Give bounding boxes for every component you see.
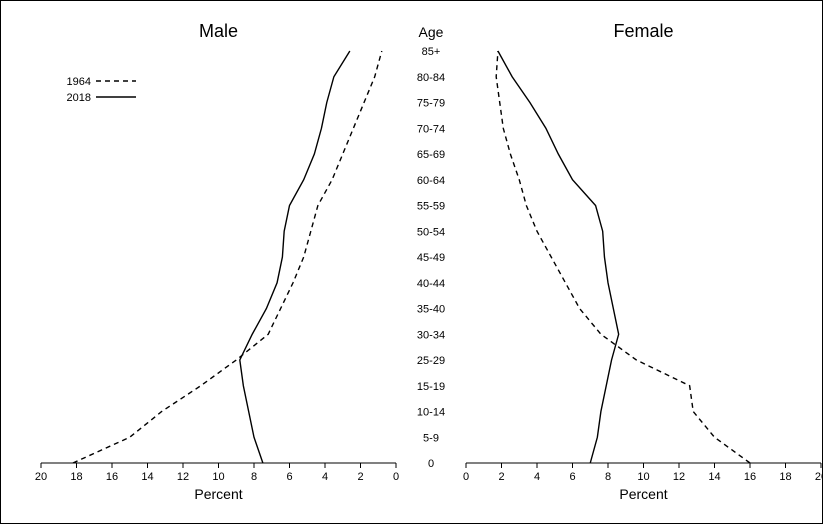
age-tick-label: 0 [428,458,434,470]
female-title: Female [613,21,673,41]
female-x-tick-label: 18 [779,471,791,483]
male-x-tick-label: 18 [70,471,82,483]
male-x-tick-label: 12 [177,471,189,483]
male-title: Male [199,21,238,41]
female-x-tick-label: 14 [708,471,720,483]
female-series-1964 [496,51,750,463]
age-tick-label: 75-79 [417,98,445,110]
female-x-tick-label: 0 [463,471,469,483]
legend-label-2018: 2018 [67,92,91,104]
male-x-tick-label: 4 [322,471,328,483]
age-tick-label: 70-74 [417,123,445,135]
male-x-tick-label: 8 [251,471,257,483]
female-x-tick-label: 10 [637,471,649,483]
male-x-tick-label: 10 [212,471,224,483]
age-tick-label: 15-19 [417,381,445,393]
male-x-tick-label: 6 [286,471,292,483]
male-series-2018 [240,51,350,463]
age-tick-label: 30-34 [417,329,445,341]
age-tick-label: 35-40 [417,304,445,316]
male-x-label: Percent [194,486,242,502]
age-tick-label: 65-69 [417,149,445,161]
female-x-label: Percent [619,486,667,502]
chart-svg: Age 85+ 80-84 75-79 70-74 65-69 60-64 55-59 50-5… [1,1,823,525]
age-tick-label: 45-49 [417,252,445,264]
population-pyramid-chart: Age 85+ 80-84 75-79 70-74 65-69 60-64 55-59 50-5… [0,0,823,524]
male-x-tick-label: 0 [393,471,399,483]
age-tick-label: 80-84 [417,72,445,84]
female-x-tick-label: 6 [569,471,575,483]
age-axis-title: Age [419,24,444,40]
female-x-tick-label: 2 [498,471,504,483]
age-tick-label: 5-9 [423,432,439,444]
male-series-1964 [73,51,382,463]
female-x-tick-label: 16 [744,471,756,483]
age-tick-label: 85+ [422,46,441,58]
age-tick-label: 10-14 [417,407,445,419]
age-tick-label: 50-54 [417,226,445,238]
female-x-tick-label: 12 [673,471,685,483]
male-x-tick-label: 14 [141,471,153,483]
male-x-tick-label: 20 [35,471,47,483]
age-tick-label: 55-59 [417,201,445,213]
age-tick-label: 40-44 [417,278,445,290]
male-x-tick-label: 2 [357,471,363,483]
male-x-tick-label: 16 [106,471,118,483]
female-x-tick-label: 8 [605,471,611,483]
female-x-tick-label: 20 [815,471,823,483]
age-tick-label: 60-64 [417,175,445,187]
female-x-tick-label: 4 [534,471,540,483]
legend-label-1964: 1964 [67,76,91,88]
age-tick-label: 25-29 [417,355,445,367]
female-series-2018 [498,51,619,463]
